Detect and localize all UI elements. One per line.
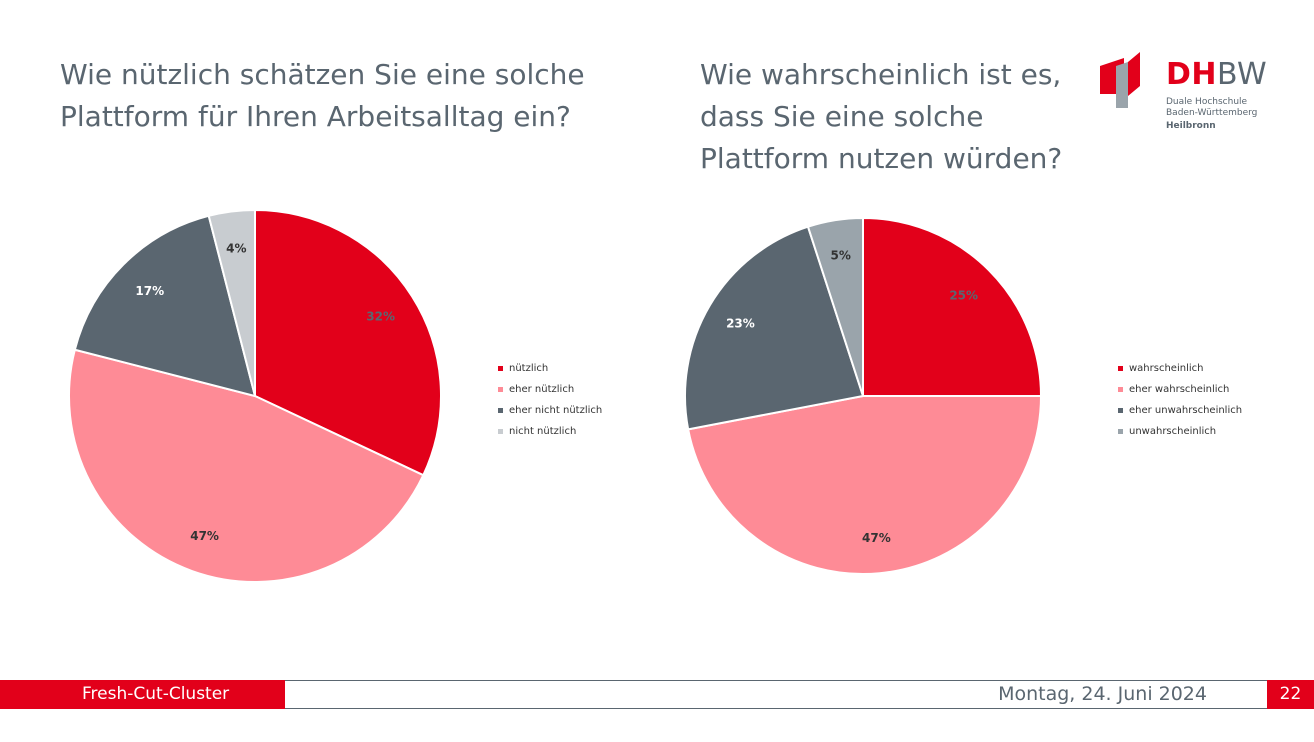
footer-project-block: Fresh-Cut-Cluster [0,680,285,709]
footer-center-band: Montag, 24. Juni 2024 [285,680,1267,709]
logo-wordmark: DHBW [1166,58,1267,92]
legend-swatch [498,387,503,392]
legend-label: eher nicht nützlich [509,405,603,416]
pie-slice [254,208,442,477]
pie-data-label: 23% [726,317,755,331]
legend-item: unwahrscheinlich [1118,421,1242,442]
logo-line-2: Baden-Württemberg [1166,108,1258,118]
pie-chart-usefulness: 32% 47% 17% 4% [68,208,442,583]
pie-slice [686,395,1043,575]
logo-wordmark-dh: DH [1166,57,1218,92]
legend-swatch [1118,387,1123,392]
legend-label: nicht nützlich [509,426,577,437]
pie-slice [207,208,256,397]
pie-data-label: 32% [366,309,395,323]
pie-data-label: 47% [190,529,219,543]
pie-data-label: 25% [949,288,978,302]
pie-data-label: 4% [226,241,246,255]
footer-date: Montag, 24. Juni 2024 [998,683,1207,705]
pie-slice [684,225,865,431]
pie-slice [68,348,425,583]
legend-item: eher nützlich [498,379,602,400]
footer-bar: Fresh-Cut-Cluster Montag, 24. Juni 2024 … [0,680,1314,709]
legend-label: nützlich [509,363,549,374]
pie-slice [73,214,257,398]
legend-swatch [498,408,503,413]
legend-item: eher unwahrscheinlich [1118,400,1242,421]
dhbw-logo-mark-icon [1100,52,1140,108]
pie-slice [862,216,1043,397]
legend-label: eher nützlich [509,384,575,395]
legend-item: eher nicht nützlich [498,400,602,421]
legend-usefulness: nützlich eher nützlich eher nicht nützlich… [498,358,602,442]
pie-data-label: 47% [862,531,891,545]
legend-item: wahrscheinlich [1118,358,1242,379]
legend-swatch [1118,408,1123,413]
pie-data-label: 17% [135,284,164,298]
legend-item: nützlich [498,358,602,379]
logo-wordmark-bw: BW [1217,57,1268,92]
legend-label: eher unwahrscheinlich [1129,405,1243,416]
pie-slice [806,216,864,397]
legend-swatch [498,366,503,371]
logo-line-3: Heilbronn [1166,121,1216,131]
legend-item: nicht nützlich [498,421,602,442]
footer-project: Fresh-Cut-Cluster [82,684,230,704]
logo-line-1: Duale Hochschule [1166,97,1248,107]
chart-title-left: Wie nützlich schätzen Sie eine solche Pl… [60,58,585,133]
dhbw-logo: DHBW Duale Hochschule Baden-Württemberg … [1098,50,1278,140]
legend-likelihood: wahrscheinlich eher wahrscheinlich eher un… [1118,358,1242,442]
legend-label: eher wahrscheinlich [1129,384,1230,395]
chart-title-right: Wie wahrscheinlich ist es, dass Sie eine… [700,58,1063,175]
legend-label: wahrscheinlich [1129,363,1204,374]
pie-data-label: 5% [831,248,851,262]
legend-swatch [1118,366,1123,371]
pie-chart-likelihood: 25% 47% 23% 5% [684,216,1043,575]
legend-swatch [498,429,503,434]
legend-label: unwahrscheinlich [1129,426,1217,437]
legend-swatch [1118,429,1123,434]
page-number: 22 [1267,680,1314,709]
legend-item: eher wahrscheinlich [1118,379,1242,400]
